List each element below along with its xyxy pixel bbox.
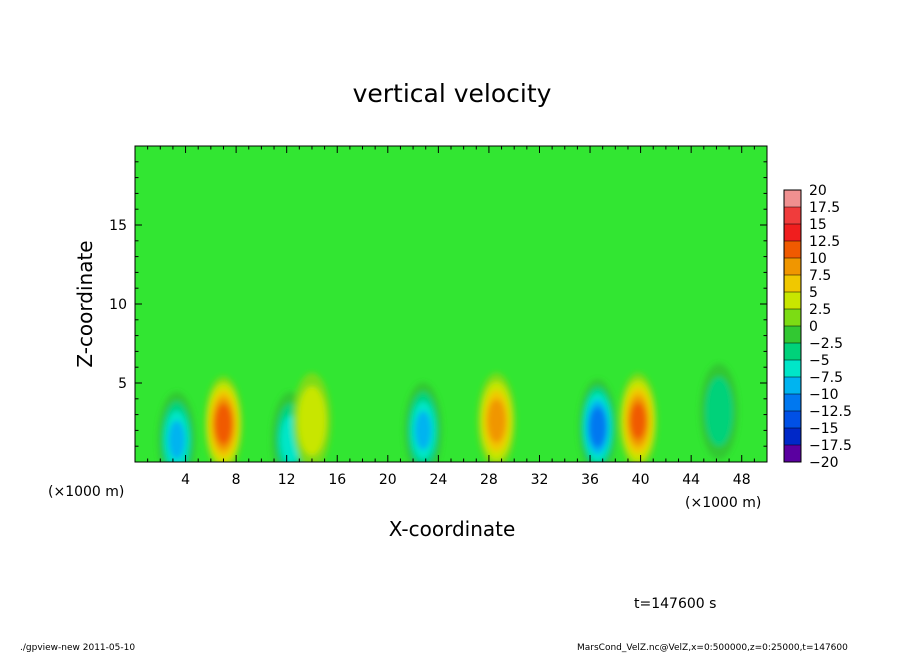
colorbar-label: 7.5 xyxy=(809,268,831,284)
colorbar-segment xyxy=(784,309,801,327)
colorbar-segment xyxy=(784,207,801,225)
y-ticks: 5 10 15 xyxy=(109,161,767,447)
colorbar-label: −5 xyxy=(809,353,830,369)
colorbar: 2017.51512.5107.552.50−2.5−5−7.5−10−12.5… xyxy=(783,183,852,471)
feature-7-level-4 xyxy=(630,402,646,440)
colorbar-label: −12.5 xyxy=(809,404,852,420)
colorbar-label: 5 xyxy=(809,285,818,301)
feature-3-level-1 xyxy=(297,386,326,456)
x-tick-label: 48 xyxy=(733,472,751,488)
feature-1-level-4 xyxy=(214,403,233,445)
colorbar-segment xyxy=(784,275,801,293)
feature-5-level-3 xyxy=(487,399,506,443)
y-tick-label: 10 xyxy=(109,297,127,313)
colorbar-label: −10 xyxy=(809,387,839,403)
colorbar-segment xyxy=(784,377,801,395)
feature-8-level-1 xyxy=(704,376,733,447)
velocity-features xyxy=(157,363,738,462)
colorbar-segment xyxy=(784,428,801,446)
colorbar-segment xyxy=(784,445,801,463)
x-unit-right: (×1000 m) xyxy=(685,495,761,511)
x-tick-label: 20 xyxy=(379,472,397,488)
chart-title: vertical velocity xyxy=(353,79,552,108)
feature-0-level-3 xyxy=(168,420,185,460)
colorbar-segment xyxy=(784,258,801,276)
colorbar-label: 17.5 xyxy=(809,200,840,216)
x-tick-label: 4 xyxy=(181,472,190,488)
colorbar-segment xyxy=(784,411,801,429)
y-axis-label: Z-coordinate xyxy=(73,240,97,367)
x-tick-label: 12 xyxy=(278,472,296,488)
footer-right: MarsCond_VelZ.nc@VelZ,x=0:500000,z=0:250… xyxy=(577,643,848,653)
colorbar-label: −17.5 xyxy=(809,438,852,454)
x-tick-label: 36 xyxy=(581,472,599,488)
colorbar-label: 10 xyxy=(809,251,827,267)
colorbar-label: −7.5 xyxy=(809,370,843,386)
x-ticks: 4 8 12 16 20 24 28 32 36 40 44 48 xyxy=(147,146,755,488)
x-unit-left: (×1000 m) xyxy=(48,484,124,500)
colorbar-segment xyxy=(784,190,801,208)
x-tick-label: 8 xyxy=(232,472,241,488)
colorbar-label: 15 xyxy=(809,217,827,233)
y-tick-label: 5 xyxy=(118,376,127,392)
x-tick-label: 24 xyxy=(429,472,447,488)
colorbar-segment xyxy=(784,224,801,242)
colorbar-segment xyxy=(784,292,801,310)
x-tick-label: 28 xyxy=(480,472,498,488)
colorbar-segment xyxy=(784,241,801,259)
colorbar-segment xyxy=(784,343,801,361)
colorbar-label: 20 xyxy=(809,183,827,199)
colorbar-segment xyxy=(784,394,801,412)
x-tick-label: 16 xyxy=(328,472,346,488)
colorbar-label: −2.5 xyxy=(809,336,843,352)
colorbar-label: 2.5 xyxy=(809,302,831,318)
footer-left: ./gpview-new 2011-05-10 xyxy=(20,643,135,653)
x-tick-label: 44 xyxy=(682,472,700,488)
colorbar-segment xyxy=(784,360,801,378)
x-axis-label: X-coordinate xyxy=(389,517,516,541)
x-tick-label: 40 xyxy=(632,472,650,488)
colorbar-label: −15 xyxy=(809,421,839,437)
y-tick-label: 15 xyxy=(109,218,127,234)
colorbar-segment xyxy=(784,326,801,344)
time-annotation: t=147600 s xyxy=(634,596,716,612)
feature-6-level-4 xyxy=(588,406,607,448)
x-tick-label: 32 xyxy=(531,472,549,488)
colorbar-label: −20 xyxy=(809,455,839,471)
feature-4-level-3 xyxy=(414,410,432,450)
colorbar-label: 12.5 xyxy=(809,234,840,250)
colorbar-label: 0 xyxy=(809,319,818,335)
